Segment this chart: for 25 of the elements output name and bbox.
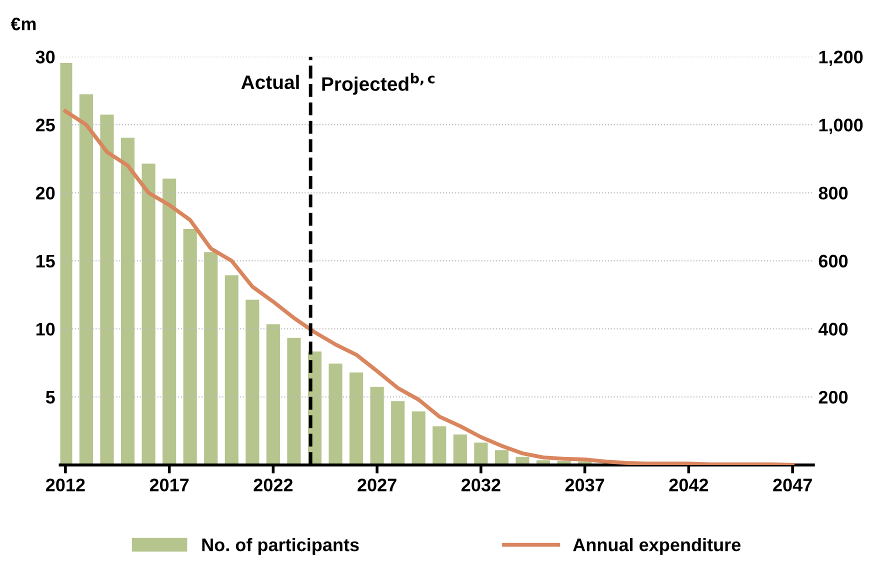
y2-tick-label: 1,000: [819, 118, 863, 134]
x-tick-label: 2042: [669, 478, 708, 492]
x-tick-label: 2017: [150, 478, 189, 492]
y-tick-label: 15: [36, 254, 55, 268]
y2-tick-label: 1,200: [819, 50, 863, 66]
y-tick-label: 20: [36, 186, 55, 200]
y2-tick-label: 800: [818, 186, 848, 200]
y-tick-label: 10: [36, 322, 55, 336]
legend-label: Annual expenditure: [573, 538, 741, 555]
y2-tick-label: 200: [818, 390, 848, 404]
x-tick-label: 2027: [358, 478, 396, 492]
x-tick-label: 2047: [773, 478, 812, 492]
annotation: Actual: [241, 74, 299, 90]
y-tick-label: 5: [46, 391, 55, 404]
y-axis-title: €m: [10, 18, 36, 30]
annotation: Projected$^{b,c}$: [322, 72, 434, 95]
x-tick-label: 2037: [565, 478, 604, 492]
y-tick-label: 30: [36, 50, 55, 64]
y2-tick-label: 600: [818, 254, 848, 268]
x-tick-label: 2022: [254, 478, 293, 492]
x-tick-label: 2032: [461, 478, 500, 492]
y-tick-label: 25: [36, 118, 55, 132]
x-tick-label: 2012: [46, 478, 85, 492]
y2-tick-label: 400: [818, 322, 848, 336]
legend-label: No. of participants: [202, 538, 359, 555]
